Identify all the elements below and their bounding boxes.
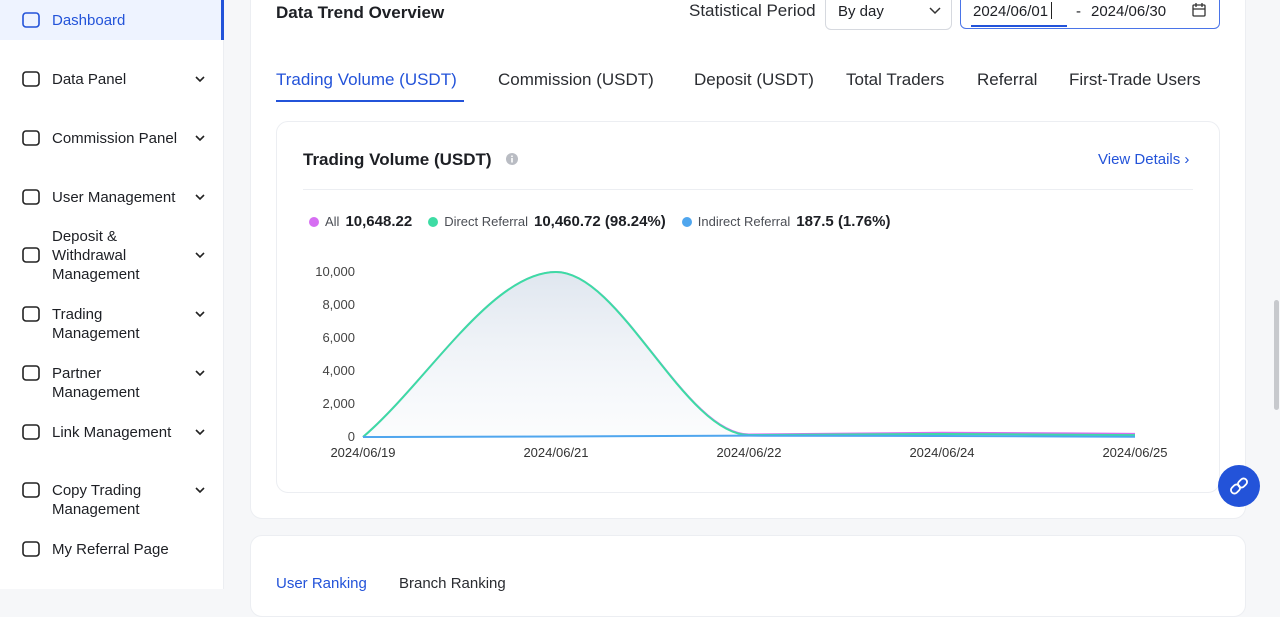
chevron <box>195 311 205 318</box>
tab[interactable]: Deposit (USDT) <box>694 70 814 89</box>
nav-item[interactable]: Data Panel <box>0 59 223 99</box>
section-title: Data Trend Overview <box>276 3 445 22</box>
x-tick-label: 2024/06/25 <box>1102 445 1167 460</box>
legend-label: All <box>325 214 340 229</box>
date-end[interactable]: 2024/06/30 <box>1091 3 1167 20</box>
nav-item[interactable]: Partner Management <box>0 353 223 401</box>
nav-label: Partner Management <box>52 364 140 401</box>
tab[interactable]: Referral <box>977 70 1038 89</box>
chart-title: Trading Volume (USDT) <box>303 150 492 169</box>
nav-icon <box>22 130 40 146</box>
nav-icon <box>22 12 40 28</box>
y-tick-label: 10,000 <box>315 264 355 279</box>
calendar-icon <box>1192 3 1206 17</box>
legend-swatch <box>428 216 439 227</box>
info-icon <box>506 153 518 165</box>
tab[interactable]: First-Trade Users <box>1069 70 1201 89</box>
nav-icon <box>22 541 40 557</box>
nav-icon <box>22 189 40 205</box>
nav-label: Dashboard <box>52 11 126 29</box>
nav-icon <box>22 482 40 498</box>
chevron <box>929 7 941 15</box>
tab[interactable]: Commission (USDT) <box>498 70 654 89</box>
nav-item[interactable]: User Management <box>0 177 223 217</box>
period-select[interactable]: By day <box>825 0 952 30</box>
sidebar: Dashboard Data Panel Commission Panel User … <box>0 0 224 589</box>
scrollbar <box>1274 300 1279 410</box>
chart-card: Trading Volume (USDT) View Details › All… <box>276 121 1220 493</box>
y-tick-label: 2,000 <box>322 396 355 411</box>
date-separator: - <box>1076 3 1081 20</box>
nav-label: Link Management <box>52 423 172 441</box>
nav-label: Copy Trading Management <box>52 481 142 518</box>
series-line <box>362 270 1136 438</box>
nav-label: User Management <box>52 188 176 206</box>
legend-total: 10,648.22 <box>345 213 413 230</box>
legend-swatch <box>681 216 692 227</box>
legend-item[interactable]: All 10,648.22 <box>309 213 412 230</box>
cursor <box>1051 2 1052 19</box>
x-tick-label: 2024/06/21 <box>523 445 588 460</box>
x-tick-label: 2024/06/22 <box>716 445 781 460</box>
chevron <box>195 135 205 142</box>
nav-label: Trading Management <box>52 305 140 342</box>
link-icon <box>1230 477 1248 495</box>
legend-item[interactable]: Direct Referral 10,460.72 (98.24%) <box>428 213 666 230</box>
legend-item[interactable]: Indirect Referral 187.5 (1.76%) <box>681 213 891 230</box>
y-tick-label: 4,000 <box>322 363 355 378</box>
nav-icon <box>22 424 40 440</box>
chevron <box>195 429 205 436</box>
nav-item[interactable]: Dashboard <box>0 0 224 40</box>
nav-item[interactable]: Copy Trading Management <box>0 470 223 518</box>
nav-label: Deposit & Withdrawal Management <box>52 227 140 283</box>
nav-item[interactable]: Deposit & Withdrawal Management <box>0 226 223 284</box>
nav-icon <box>22 306 40 322</box>
nav-icon <box>22 71 40 87</box>
chevron <box>195 252 205 259</box>
period-value: By day <box>838 3 884 20</box>
legend-label: Indirect Referral <box>697 214 791 229</box>
nav-label: Data Panel <box>52 70 127 88</box>
nav-icon <box>22 365 40 381</box>
chevron <box>195 194 205 201</box>
nav-item[interactable]: My Referral Page <box>0 529 223 569</box>
floating-button[interactable] <box>1218 465 1260 507</box>
chart: 0 2,000 4,000 6,000 8,000 10,000 2024/06/19 202… <box>315 264 1167 460</box>
area <box>363 272 1135 437</box>
legend-label: Direct Referral <box>444 214 528 229</box>
tab[interactable]: Branch Ranking <box>399 575 506 592</box>
legend-total: 187.5 (1.76%) <box>796 213 891 230</box>
legend-total: 10,460.72 (98.24%) <box>533 213 666 230</box>
divider <box>303 189 1193 190</box>
chevron <box>195 370 205 377</box>
chevron <box>195 76 205 83</box>
period-label: Statistical Period <box>689 1 816 20</box>
date-range[interactable]: 2024/06/01 - 2024/06/30 <box>960 0 1220 29</box>
tab[interactable]: Total Traders <box>846 70 945 89</box>
nav-label: Commission Panel <box>52 129 178 147</box>
tab-underline <box>276 100 464 102</box>
y-tick-label: 8,000 <box>322 297 355 312</box>
nav-item[interactable]: Trading Management <box>0 294 223 342</box>
y-tick-label: 6,000 <box>322 330 355 345</box>
nav-item[interactable]: Commission Panel <box>0 118 223 158</box>
view-details-text[interactable]: View Details <box>1098 151 1181 168</box>
chevron <box>195 487 205 494</box>
nav-item[interactable]: Link Management <box>0 412 223 452</box>
nav-label: My Referral Page <box>52 540 169 558</box>
tab[interactable]: Trading Volume (USDT) <box>276 70 457 89</box>
legend: All 10,648.22 Direct Referral 10,460.72 (98… <box>309 213 894 230</box>
date-start[interactable]: 2024/06/01 <box>973 3 1049 20</box>
view-details[interactable]: View Details › <box>1098 151 1190 168</box>
active-indicator <box>971 25 1067 27</box>
legend-swatch <box>309 216 319 227</box>
series-line <box>362 434 1136 438</box>
x-tick-label: 2024/06/19 <box>330 445 395 460</box>
y-tick-label: 0 <box>348 429 355 444</box>
x-tick-label: 2024/06/24 <box>909 445 974 460</box>
nav-icon <box>22 247 40 263</box>
tab[interactable]: User Ranking <box>276 575 367 592</box>
